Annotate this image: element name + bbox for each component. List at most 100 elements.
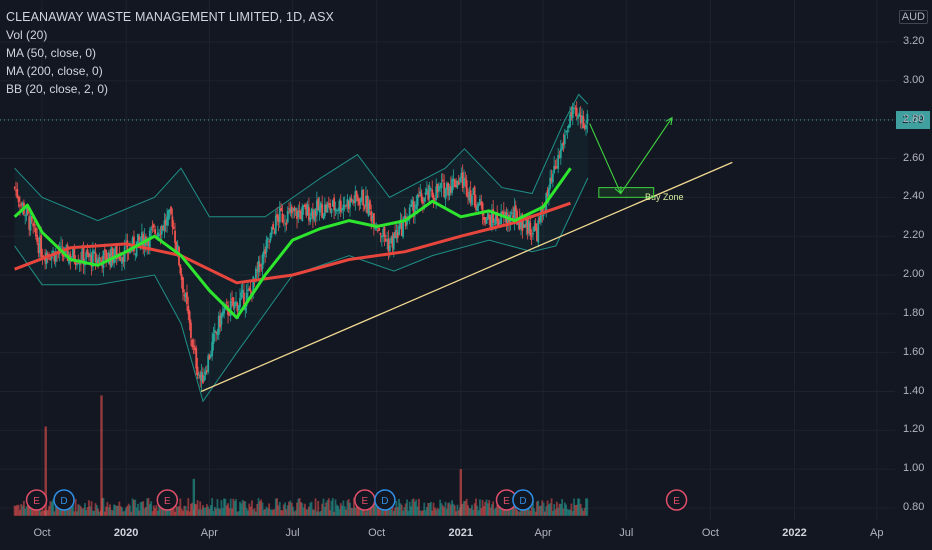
candle-body — [240, 292, 243, 298]
volume-bar — [337, 505, 339, 516]
volume-bar — [54, 499, 57, 516]
volume-bar — [220, 500, 223, 516]
candle-body — [281, 213, 284, 223]
volume-bar — [465, 498, 468, 516]
volume-peak-bar — [44, 426, 47, 516]
candle-body — [171, 216, 174, 227]
volume-bar — [40, 511, 43, 516]
volume-bar — [258, 501, 261, 516]
candle-body — [528, 220, 530, 231]
volume-bar — [182, 510, 184, 516]
candle-body — [20, 203, 23, 205]
candle-body — [264, 249, 267, 254]
candle-body — [370, 211, 373, 222]
volume-bar — [345, 509, 347, 516]
candle-body — [207, 355, 210, 372]
candle-body — [565, 130, 568, 133]
legend-vol[interactable]: Vol (20) — [6, 28, 48, 42]
volume-bar — [420, 510, 423, 516]
volume-bar — [500, 508, 503, 516]
volume-bar — [224, 498, 227, 516]
volume-bar — [407, 510, 410, 516]
candle-body — [159, 234, 162, 236]
candle-body — [473, 186, 476, 206]
candle-body — [32, 223, 35, 227]
volume-bar — [252, 509, 255, 516]
volume-bar — [574, 505, 577, 516]
candle-body — [460, 172, 463, 179]
volume-bar — [318, 511, 321, 516]
candle-body — [140, 232, 143, 244]
candle-body — [225, 302, 228, 304]
volume-bar — [191, 502, 194, 516]
candle-body — [208, 354, 211, 360]
volume-bar — [223, 498, 225, 516]
volume-bar — [73, 511, 76, 516]
volume-bar — [130, 511, 133, 516]
volume-bar — [126, 505, 129, 516]
candle-body — [550, 178, 553, 182]
volume-bar — [293, 511, 296, 516]
volume-bar — [217, 508, 220, 516]
drawing-annotations[interactable] — [200, 118, 733, 393]
candle-body — [444, 188, 447, 200]
volume-bar — [52, 499, 54, 516]
legend-ma50[interactable]: MA (50, close, 0) — [6, 46, 97, 60]
volume-bar — [479, 499, 481, 516]
candle-body — [183, 294, 186, 296]
volume-bar — [533, 508, 536, 516]
volume-bar — [330, 500, 333, 516]
candle-body — [387, 238, 390, 252]
candle-body — [44, 256, 47, 262]
symbol-title[interactable]: CLEANAWAY WASTE MANAGEMENT LIMITED, 1D, … — [6, 10, 334, 24]
legend-bb[interactable]: BB (20, close, 2, 0) — [6, 82, 109, 96]
candle-body — [187, 305, 190, 314]
volume-bar — [156, 510, 159, 516]
candle-body — [433, 199, 436, 201]
volume-bar — [237, 511, 240, 516]
event-marker-label: D — [381, 496, 388, 507]
volume-bar — [480, 508, 483, 516]
earnings-marker — [156, 489, 179, 511]
volume-bar — [567, 509, 570, 516]
volume-bar — [327, 498, 330, 516]
candle-body — [188, 311, 191, 324]
candle-body — [24, 215, 27, 217]
candle-body — [186, 292, 188, 305]
volume-bar — [403, 506, 406, 516]
volume-bar — [28, 502, 31, 516]
candle-body — [97, 260, 100, 264]
candle-body — [437, 185, 440, 191]
candle-body — [301, 206, 304, 222]
volume-bar — [248, 503, 251, 516]
legend-ma200[interactable]: MA (200, close, 0) — [6, 64, 103, 78]
candle-body — [255, 268, 257, 281]
volume-bar — [150, 501, 153, 516]
candle-body — [306, 204, 309, 216]
candle-body — [147, 240, 150, 247]
volume-bar — [300, 501, 302, 516]
candle-body — [146, 239, 149, 246]
candle-body — [65, 245, 68, 247]
candle-body — [398, 226, 400, 235]
volume-bar — [34, 508, 37, 516]
candle-body — [29, 215, 32, 231]
candle-body — [247, 289, 249, 292]
volume-bar — [147, 497, 150, 516]
candle-body — [484, 217, 487, 224]
candle-body — [521, 214, 524, 231]
volume-bar — [435, 509, 438, 516]
volume-bar — [253, 508, 256, 516]
candle-body — [467, 196, 469, 198]
volume-bar — [582, 510, 585, 516]
volume-bar — [298, 498, 301, 516]
candle-body — [66, 245, 69, 262]
candle-body — [485, 218, 488, 224]
currency-label[interactable]: AUD — [898, 10, 928, 24]
volume-bar — [562, 508, 565, 516]
candle-body — [203, 375, 206, 381]
candle-body — [46, 253, 49, 256]
candle-body — [160, 225, 163, 235]
